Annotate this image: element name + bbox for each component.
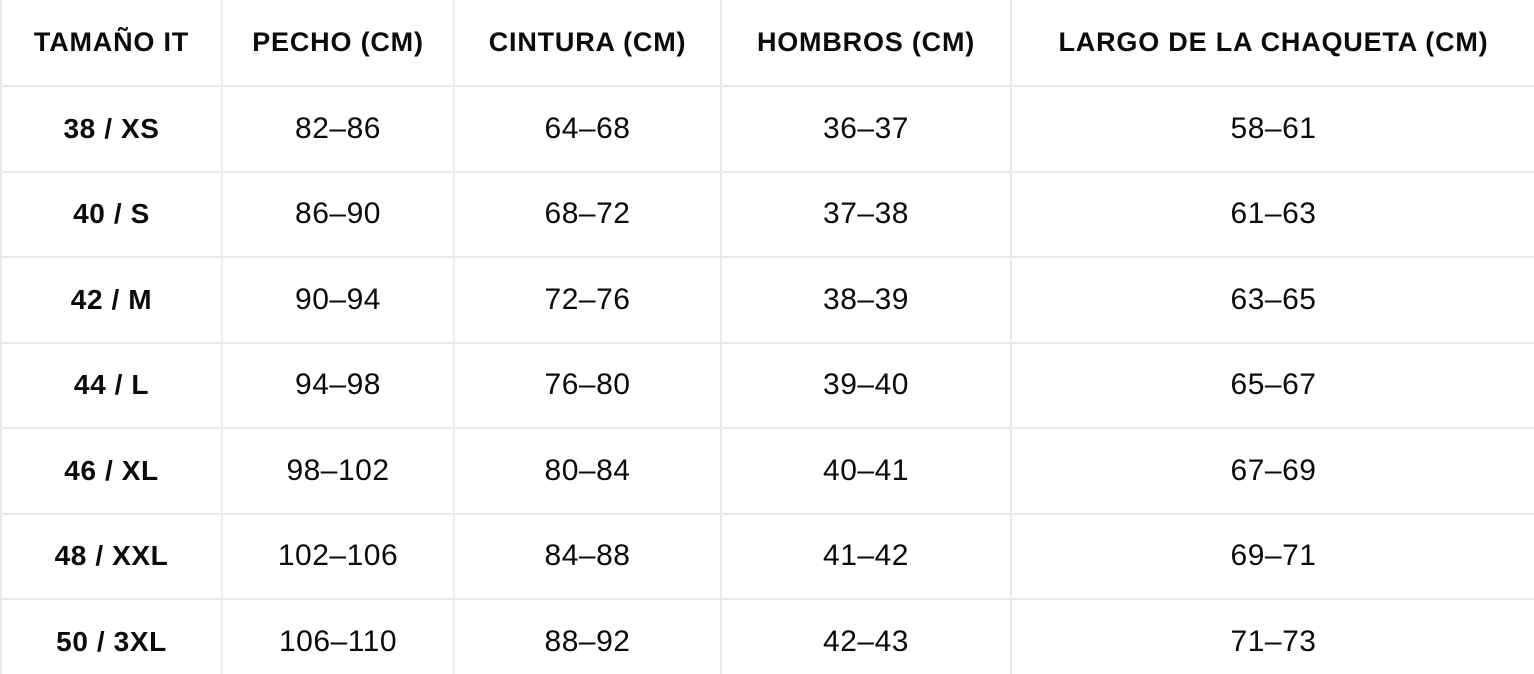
header-row: TAMAÑO IT PECHO (CM) CINTURA (CM) HOMBRO… <box>1 0 1534 86</box>
chest-cell: 98–102 <box>222 427 455 514</box>
size-cell: 44 / L <box>1 341 223 428</box>
waist-cell: 76–80 <box>454 341 722 428</box>
table-row: 48 / XXL 102–106 84–88 41–42 69–71 <box>1 512 1534 599</box>
waist-cell: 72–76 <box>454 256 722 343</box>
jacket-length-cell: 61–63 <box>1011 170 1534 257</box>
waist-cell: 80–84 <box>454 427 722 514</box>
shoulders-cell: 37–38 <box>721 170 1012 257</box>
shoulders-cell: 39–40 <box>721 341 1012 428</box>
table-row: 38 / XS 82–86 64–68 36–37 58–61 <box>1 85 1534 172</box>
chest-cell: 82–86 <box>222 85 455 172</box>
table-row: 42 / M 90–94 72–76 38–39 63–65 <box>1 256 1534 343</box>
chest-cell: 90–94 <box>222 256 455 343</box>
jacket-length-cell: 58–61 <box>1011 85 1534 172</box>
table-row: 44 / L 94–98 76–80 39–40 65–67 <box>1 341 1534 428</box>
chest-cell: 94–98 <box>222 341 455 428</box>
shoulders-cell: 36–37 <box>721 85 1012 172</box>
waist-cell: 84–88 <box>454 512 722 599</box>
waist-cell: 64–68 <box>454 85 722 172</box>
jacket-length-cell: 69–71 <box>1011 512 1534 599</box>
chest-cell: 86–90 <box>222 170 455 257</box>
header-cell-waist: CINTURA (CM) <box>454 0 722 86</box>
header-cell-size: TAMAÑO IT <box>1 0 223 86</box>
header-cell-shoulders: HOMBROS (CM) <box>721 0 1012 86</box>
header-cell-chest: PECHO (CM) <box>222 0 455 86</box>
jacket-length-cell: 63–65 <box>1011 256 1534 343</box>
size-cell: 42 / M <box>1 256 223 343</box>
jacket-length-cell: 67–69 <box>1011 427 1534 514</box>
waist-cell: 68–72 <box>454 170 722 257</box>
table-row: 50 / 3XL 106–110 88–92 42–43 71–73 <box>1 598 1534 674</box>
header-cell-jacket-length: LARGO DE LA CHAQUETA (CM) <box>1011 0 1534 86</box>
shoulders-cell: 41–42 <box>721 512 1012 599</box>
size-cell: 48 / XXL <box>1 512 223 599</box>
size-cell: 50 / 3XL <box>1 598 223 674</box>
chest-cell: 106–110 <box>222 598 455 674</box>
waist-cell: 88–92 <box>454 598 722 674</box>
size-cell: 38 / XS <box>1 85 223 172</box>
table-row: 46 / XL 98–102 80–84 40–41 67–69 <box>1 427 1534 514</box>
jacket-length-cell: 65–67 <box>1011 341 1534 428</box>
shoulders-cell: 40–41 <box>721 427 1012 514</box>
shoulders-cell: 42–43 <box>721 598 1012 674</box>
shoulders-cell: 38–39 <box>721 256 1012 343</box>
size-cell: 40 / S <box>1 170 223 257</box>
table-row: 40 / S 86–90 68–72 37–38 61–63 <box>1 170 1534 257</box>
chest-cell: 102–106 <box>222 512 455 599</box>
size-cell: 46 / XL <box>1 427 223 514</box>
jacket-length-cell: 71–73 <box>1011 598 1534 674</box>
